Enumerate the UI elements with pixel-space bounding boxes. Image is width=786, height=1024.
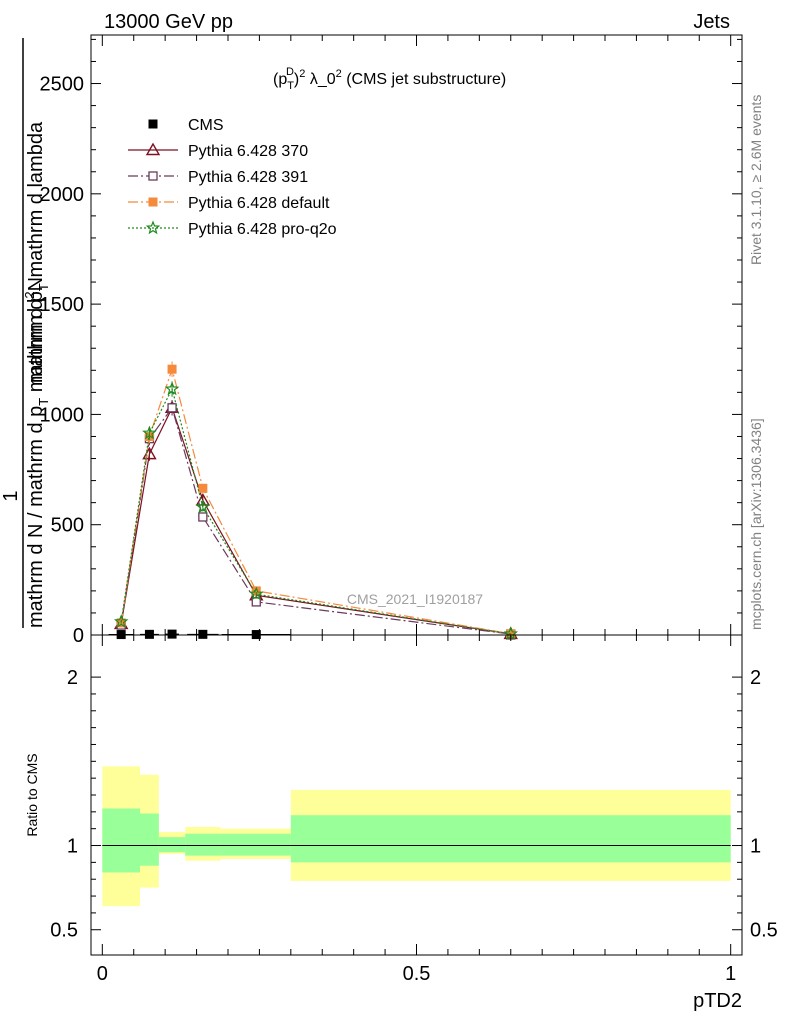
legend-label: CMS: [188, 117, 224, 134]
series-line: [120, 406, 511, 635]
y-label-numerator: mathrm d2N: [22, 277, 47, 383]
x-axis-label: pTD2: [693, 990, 742, 1012]
legend: CMS Pythia 6.428 370 Pythia 6.428 391 Pythi…: [128, 117, 337, 238]
series-line: [120, 406, 511, 635]
ratio-inner-band: [290, 815, 731, 863]
ratio-y-tick-label-right: 1: [750, 836, 761, 858]
ratio-y-tick-label-right: 0.5: [750, 920, 778, 942]
main-y-tick-label: 2500: [40, 74, 85, 96]
main-y-tick-label: 1000: [40, 404, 85, 426]
data-point: [198, 512, 208, 522]
ratio-bands: [102, 766, 731, 907]
legend-label: Pythia 6.428 391: [188, 169, 308, 186]
legend-entry: Pythia 6.428 default: [128, 195, 330, 212]
analysis-watermark: CMS_2021_I1920187: [347, 591, 483, 607]
data-point: [251, 597, 261, 607]
y-label-denominator: mathrm d N / mathrm d pT mathrm d pT mat…: [25, 121, 51, 628]
data-point: [167, 403, 177, 413]
series-4: [113, 381, 519, 641]
energy-label: 13000 GeV pp: [104, 11, 233, 33]
ratio-y-tick-label: 0.5: [50, 920, 78, 942]
ratio-y-tick-label: 1: [67, 836, 78, 858]
ratio-inner-band: [158, 837, 186, 853]
legend-label: Pythia 6.428 default: [188, 195, 330, 212]
ratio-inner-band: [185, 833, 221, 856]
legend-entry: Pythia 6.428 pro-q2o: [128, 220, 337, 238]
ratio-plot: 0.5 0.51 12 2 0 0.5 1 Ratio to CMS pTD2: [24, 634, 778, 1012]
legend-entry: Pythia 6.428 391: [128, 169, 308, 186]
legend-marker: [145, 142, 161, 156]
ratio-x-axis: 0 0.5 1: [97, 635, 736, 985]
x-tick-label: 0.5: [403, 963, 431, 985]
legend-marker: [148, 119, 158, 129]
rivet-label: Rivet 3.1.10, ≥ 2.6M events: [748, 95, 764, 265]
legend-label: Pythia 6.428 pro-q2o: [188, 221, 337, 238]
main-y-tick-label: 0: [73, 625, 84, 647]
data-point: [195, 499, 211, 514]
main-y-tick-label: 2000: [40, 184, 85, 206]
x-tick-label: 1: [725, 963, 736, 985]
data-point: [198, 483, 208, 493]
data-point: [249, 586, 264, 601]
ratio-inner-band: [140, 813, 159, 866]
main-y-axis: 0 500 1000 1500 2000 2500: [40, 38, 742, 647]
ratio-y-axis: 0.5 0.5 1 1 2 2: [50, 667, 778, 942]
main-plot: 0 500 1000 1500 2000 2500 CMS_2021_I1920187 (…: [0, 34, 743, 647]
data-point: [167, 364, 177, 374]
data-point: [113, 614, 129, 628]
y-label-one: 1: [0, 490, 22, 501]
mcplots-label: mcplots.cern.ch [arXiv:1306.3436]: [748, 418, 764, 630]
series-line: [120, 387, 511, 635]
legend-marker: [148, 197, 158, 207]
ratio-inner-band: [220, 833, 291, 856]
main-y-tick-label: 1500: [40, 294, 85, 316]
data-point: [142, 425, 157, 440]
plot-title: (pTD)2 λ_02 (CMS jet substructure): [273, 66, 506, 92]
x-tick-label: 0: [97, 963, 108, 985]
legend-entry: CMS: [148, 117, 224, 134]
ratio-y-tick-label-right: 2: [750, 667, 761, 689]
main-y-axis-label: 1 mathrm d2N mathrm d N / mathrm d pT ma…: [0, 38, 51, 628]
main-x-ticks: [101, 35, 732, 635]
legend-marker: [145, 220, 161, 235]
legend-label: Pythia 6.428 370: [188, 143, 308, 160]
main-y-tick-label: 500: [51, 515, 84, 537]
data-point: [198, 629, 208, 639]
ratio-y-tick-label: 2: [67, 667, 78, 689]
legend-marker: [148, 171, 158, 181]
ratio-y-axis-label: Ratio to CMS: [24, 753, 40, 836]
data-point: [167, 629, 177, 639]
legend-entry: Pythia 6.428 370: [128, 142, 308, 160]
data-point: [164, 381, 180, 396]
category-label: Jets: [693, 11, 730, 33]
ratio-inner-band: [102, 808, 141, 873]
data-point: [144, 629, 154, 639]
